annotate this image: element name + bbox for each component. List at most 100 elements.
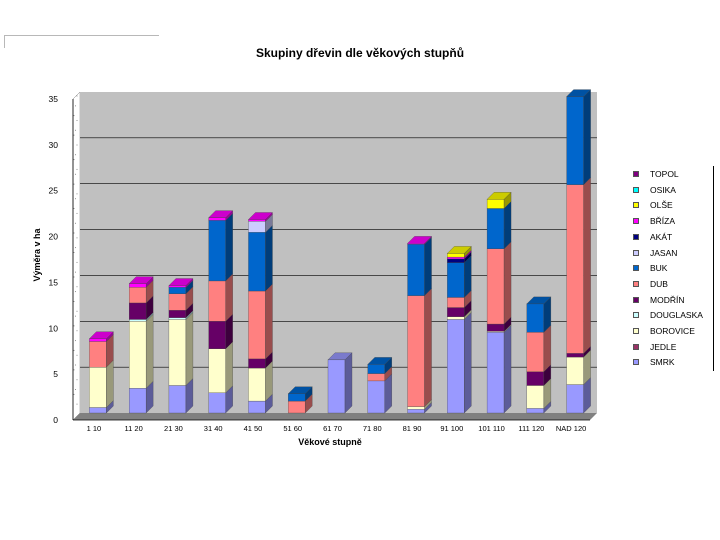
bar-segment [129, 302, 147, 320]
wall-dot [73, 276, 75, 278]
y-tick-label: 35 [49, 94, 59, 104]
bar-segment [248, 400, 266, 414]
bar-side [583, 177, 591, 354]
bar-top [327, 352, 353, 360]
bar-side [106, 359, 114, 408]
legend-item: OSIKA [633, 182, 676, 198]
legend-label: BŘÍZA [650, 216, 676, 227]
y-tick-label: 30 [49, 140, 59, 150]
x-tick-label: 81 90 [403, 424, 422, 433]
wall-dot [73, 325, 75, 327]
legend-label: MODŘÍN [650, 294, 685, 305]
bar-segment [566, 96, 584, 185]
wall-dot [76, 119, 78, 121]
bar-segment [566, 184, 584, 354]
bar-top [168, 278, 194, 286]
legend-swatch [633, 233, 639, 240]
wall-dot [73, 232, 75, 234]
wall-dot [73, 369, 75, 371]
bar-segment [447, 258, 465, 263]
wall-dot [76, 212, 78, 214]
wall-dot [75, 315, 76, 317]
wall-dot [75, 340, 76, 342]
y-tick-label: 20 [49, 232, 59, 242]
x-axis-title: Věkové stupně [298, 437, 362, 447]
bar-side [424, 288, 432, 407]
bar-segment [168, 293, 187, 311]
legend-label: SMRK [650, 357, 675, 368]
legend-item: JASAN [633, 245, 677, 261]
legend-swatch [633, 186, 639, 193]
y-tick-label: 5 [53, 369, 58, 379]
bar-segment [168, 287, 187, 294]
wall-dot [76, 354, 78, 356]
x-tick-label: 1 10 [87, 424, 102, 433]
bar-top [287, 386, 313, 394]
x-tick-label: 11 20 [125, 424, 143, 433]
wall-dot [76, 95, 78, 97]
legend-item: TOPOL [633, 166, 679, 182]
bar-segment [447, 262, 465, 298]
legend-label: TOPOL [650, 169, 679, 179]
bar-segment [566, 353, 584, 358]
bar-segment [168, 317, 187, 320]
bar-segment [526, 408, 544, 414]
wall-dot [75, 389, 76, 391]
bar-top [566, 89, 591, 97]
bar-segment [486, 332, 505, 414]
y-tick-label: 10 [49, 323, 59, 333]
bar-segment [248, 219, 266, 222]
bar-segment [89, 407, 107, 414]
bar-segment [367, 380, 385, 414]
legend-label: OLŠE [650, 200, 673, 211]
bar-segment [288, 400, 306, 414]
bar-segment [288, 393, 306, 402]
bar-segment [248, 221, 266, 233]
bar-side [225, 273, 233, 322]
bar-segment [447, 307, 465, 317]
bar-side [543, 324, 551, 373]
x-tick-label: 111 120 [518, 424, 544, 433]
bar-segment [248, 367, 266, 402]
wall-dot [75, 198, 76, 200]
bar-segment [208, 348, 226, 393]
wall-dot [73, 393, 75, 395]
wall-dot [76, 144, 78, 146]
wall-dot [76, 379, 78, 381]
bar-side [464, 255, 472, 298]
bar-segment [89, 338, 107, 342]
bar-side [146, 313, 154, 389]
wall-dot [76, 261, 78, 263]
wall-dot [73, 208, 75, 210]
bar-segment [486, 248, 505, 325]
legend-swatch [633, 265, 639, 272]
bar-top [486, 192, 512, 200]
legend-swatch [633, 249, 639, 256]
legend-swatch [633, 280, 639, 287]
x-tick-label: 41 50 [244, 424, 263, 433]
y-tick-label: 15 [49, 277, 59, 287]
wall-dot [75, 222, 76, 224]
corner-line-h [4, 35, 159, 36]
wall-dot [76, 330, 78, 332]
wall-dot [73, 159, 75, 161]
wall-dot [75, 105, 76, 107]
bar-segment [168, 285, 187, 288]
bar-segment [208, 217, 226, 221]
x-tick-label: NAD 120 [556, 424, 586, 433]
wall-dot [73, 115, 75, 117]
bar-segment [327, 359, 346, 414]
x-tick-label: 101 110 [478, 424, 505, 433]
bar-segment [168, 310, 187, 318]
bar-side [424, 236, 432, 296]
bar-segment [566, 384, 584, 414]
bar-segment [407, 409, 425, 414]
legend-item: AKÁT [633, 229, 672, 245]
bar-segment [367, 364, 385, 374]
bar-segment [129, 388, 147, 414]
legend-label: BUK [650, 263, 668, 274]
wall-dot [76, 286, 78, 288]
bar-top [128, 276, 154, 284]
legend-item: BŘÍZA [633, 213, 675, 229]
bar-segment [447, 319, 465, 414]
